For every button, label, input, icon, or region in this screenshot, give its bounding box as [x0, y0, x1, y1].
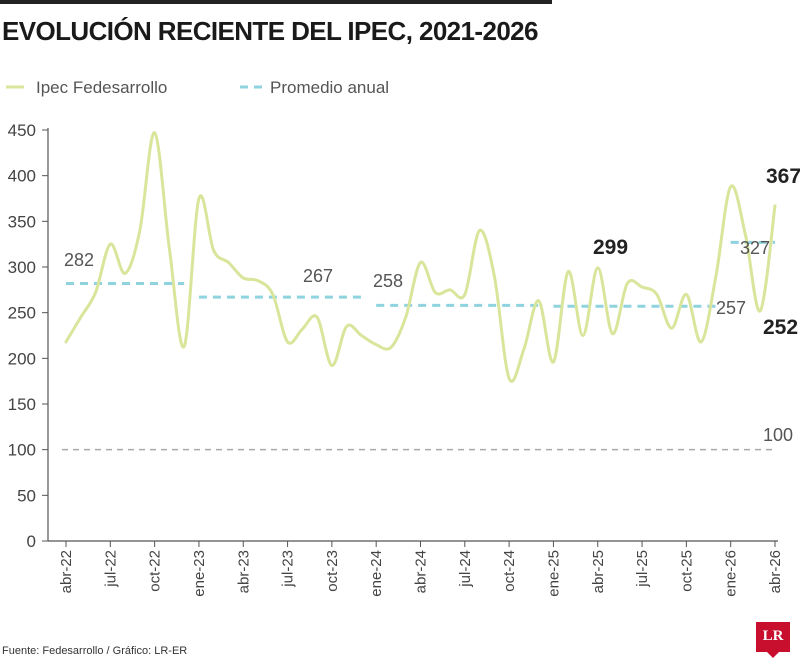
ipec-series-line — [64, 131, 777, 383]
ipec-point — [581, 334, 585, 337]
ipec-point — [182, 345, 186, 348]
ipec-point — [389, 346, 393, 349]
ipec-point — [286, 340, 289, 344]
ipec-point — [256, 279, 260, 283]
ipec-point — [714, 274, 718, 278]
ipec-point — [360, 334, 363, 337]
ipec-point — [611, 332, 614, 335]
ipec-point — [625, 282, 629, 285]
ipec-point — [729, 185, 732, 188]
value-annotation: 100 — [763, 425, 793, 445]
ipec-point — [374, 343, 378, 346]
ipec-point — [94, 291, 97, 294]
x-tick-label: abr-25 — [590, 550, 607, 593]
ipec-point — [138, 229, 142, 232]
ipec-point — [552, 360, 555, 364]
value-annotation: 367 — [766, 165, 800, 188]
y-tick-label: 200 — [8, 349, 36, 368]
ipec-point — [197, 197, 201, 200]
ipec-point — [493, 274, 496, 278]
y-tick-label: 50 — [17, 486, 36, 505]
source-note: Fuente: Fedesarrollo / Gráfico: LR-ER — [2, 645, 188, 657]
y-tick-label: 450 — [8, 121, 36, 140]
ipec-point — [507, 377, 511, 380]
value-annotation: 257 — [716, 298, 746, 318]
x-tick-label: jul-25 — [634, 550, 651, 588]
ipec-point — [153, 131, 156, 135]
ipec-point — [227, 261, 230, 264]
x-tick-label: abr-26 — [767, 550, 784, 593]
y-tick-label: 350 — [8, 212, 36, 231]
value-annotation: 327 — [740, 238, 770, 258]
ipec-point — [433, 291, 437, 294]
ipec-point — [271, 293, 275, 296]
ipec-point — [537, 299, 540, 303]
x-tick-label: jul-24 — [457, 550, 474, 588]
x-tick-label: ene-24 — [368, 550, 385, 597]
ipec-point — [330, 364, 334, 367]
x-tick-label: jul-22 — [102, 550, 119, 588]
ipec-point — [758, 309, 762, 313]
y-tick-label: 300 — [8, 258, 36, 277]
y-tick-label: 0 — [27, 532, 36, 551]
x-tick-label: jul-23 — [280, 550, 297, 588]
ipec-point — [64, 340, 68, 344]
ipec-point — [522, 347, 526, 351]
ipec-point — [212, 249, 216, 252]
legend-label-promedio: Promedio anual — [270, 78, 389, 97]
x-tick-label: oct-25 — [678, 550, 695, 592]
value-annotation: 282 — [64, 250, 94, 270]
ipec-point — [670, 326, 673, 330]
ipec-point — [79, 315, 83, 319]
ipec-point — [301, 327, 304, 331]
x-tick-label: ene-23 — [191, 550, 208, 597]
x-tick-label: abr-23 — [235, 550, 252, 593]
x-tick-label: ene-25 — [545, 550, 562, 597]
ipec-point — [315, 315, 319, 319]
legend-label-ipec: Ipec Fedesarrollo — [36, 78, 167, 97]
ipec-point — [241, 276, 245, 280]
ipec-point — [566, 270, 570, 273]
y-tick-label: 100 — [8, 441, 36, 460]
ipec-point — [345, 325, 348, 328]
ipec-point — [404, 315, 408, 319]
chart-title: EVOLUCIÓN RECIENTE DEL IPEC, 2021-2026 — [2, 16, 539, 46]
x-tick-label: oct-22 — [147, 550, 164, 592]
ipec-point — [478, 229, 481, 232]
value-annotation: 299 — [593, 236, 628, 259]
x-tick-label: abr-22 — [58, 550, 75, 593]
ipec-point — [744, 233, 747, 237]
title-rule — [0, 0, 552, 4]
ipec-point — [773, 204, 777, 208]
ipec-point — [640, 285, 644, 289]
ipec-point — [463, 293, 467, 296]
x-tick-label: abr-24 — [413, 550, 430, 593]
lr-logo: LR — [756, 622, 790, 658]
ipec-point — [655, 293, 659, 296]
value-annotation: 252 — [763, 316, 798, 339]
ipec-point — [699, 340, 703, 344]
ipec-point — [596, 266, 600, 270]
value-annotation: 267 — [303, 266, 333, 286]
ipec-point — [109, 242, 112, 246]
value-annotation: 258 — [373, 271, 403, 291]
ipec-point — [685, 293, 688, 296]
y-tick-label: 250 — [8, 304, 36, 323]
ipec-point — [419, 261, 422, 264]
x-tick-label: oct-23 — [324, 550, 341, 592]
y-tick-label: 400 — [8, 167, 36, 186]
x-tick-label: oct-24 — [501, 550, 518, 592]
x-tick-label: ene-26 — [723, 550, 740, 597]
ipec-point — [168, 247, 171, 251]
ipec-line-chart: 0 50 100 150 200 250 300 350 400 450 abr-22 jul-22 o… — [6, 78, 800, 597]
ipec-point — [448, 288, 452, 292]
y-tick-label: 150 — [8, 395, 36, 414]
ipec-point — [123, 272, 127, 275]
